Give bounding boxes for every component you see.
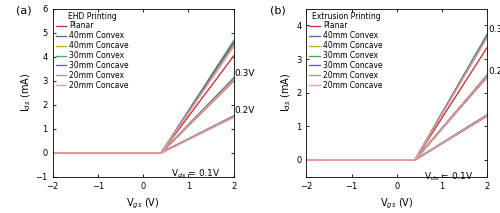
Text: V$_{ds}$ = 0.1V: V$_{ds}$ = 0.1V [424,170,474,183]
X-axis label: V$_{gs}$ (V): V$_{gs}$ (V) [126,196,160,211]
Text: 0.2V: 0.2V [488,67,500,76]
X-axis label: V$_{gs}$ (V): V$_{gs}$ (V) [380,196,414,211]
Y-axis label: I$_{ds}$ (mA): I$_{ds}$ (mA) [19,73,32,112]
Text: (b): (b) [270,5,285,15]
Text: 0.3V: 0.3V [234,69,255,78]
Legend: Planar, 40mm Convex, 40mm Concave, 30mm Convex, 30mm Concave, 20mm Convex, 20mm : Planar, 40mm Convex, 40mm Concave, 30mm … [55,11,130,91]
Text: (a): (a) [16,5,32,15]
Text: V$_{ds}$ = 0.1V: V$_{ds}$ = 0.1V [170,167,220,180]
Y-axis label: I$_{ds}$ (mA): I$_{ds}$ (mA) [280,73,293,112]
Text: 0.3V: 0.3V [488,25,500,34]
Text: 0.2V: 0.2V [234,106,255,115]
Legend: Planar, 40mm Convex, 40mm Concave, 30mm Convex, 30mm Concave, 20mm Convex, 20mm : Planar, 40mm Convex, 40mm Concave, 30mm … [308,11,384,91]
